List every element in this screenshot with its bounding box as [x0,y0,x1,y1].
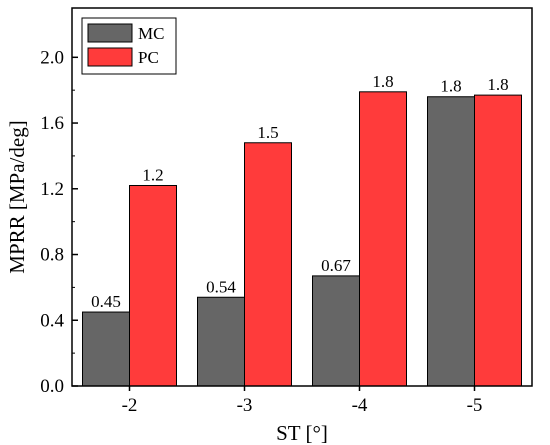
legend-label-mc: MC [138,24,164,43]
legend-swatch-pc [87,47,133,67]
y-axis-title: MPRR [MPa/deg] [5,120,29,273]
data-label-pc-0: 1.2 [142,165,163,184]
data-label-mc-3: 1.8 [440,77,461,96]
bar-mc-0 [82,311,130,387]
x-tick-label-1: -3 [237,395,253,416]
data-label-mc-2: 0.67 [321,256,351,275]
legend-swatch-mc [87,23,133,43]
bar-pc-3 [474,94,522,387]
data-label-pc-3: 1.8 [487,75,508,94]
legend: MC PC [81,17,177,75]
x-tick-label-2: -4 [352,395,368,416]
legend-label-pc: PC [138,48,159,67]
y-tick-label-4: 1.6 [40,113,64,134]
x-axis-title: ST [°] [276,421,328,445]
bars-layer [82,91,522,387]
data-label-mc-1: 0.54 [206,277,236,296]
bar-mc-3 [427,96,475,387]
bar-mc-1 [197,296,245,387]
plot-frame [71,7,533,387]
bar-pc-1 [244,142,292,387]
x-axis-ticks: -2 -3 -4 -5 [122,386,483,416]
y-tick-label-1: 0.4 [40,310,64,331]
y-tick-label-5: 2.0 [40,47,64,68]
bar-mc-2 [312,275,360,387]
y-tick-label-2: 0.8 [40,245,64,266]
data-label-pc-1: 1.5 [257,123,278,142]
y-tick-label-0: 0.0 [40,376,64,397]
x-tick-label-3: -5 [467,395,483,416]
bar-pc-0 [129,184,177,387]
data-labels-layer: 0.45 1.2 0.54 1.5 0.67 1.8 1.8 1.8 [91,72,509,311]
y-axis-ticks: 0.0 0.4 0.8 1.2 1.6 2.0 [40,47,78,397]
x-tick-label-0: -2 [122,395,138,416]
y-tick-label-3: 1.2 [40,179,64,200]
data-label-mc-0: 0.45 [91,292,121,311]
data-label-pc-2: 1.8 [372,72,393,91]
bar-pc-2 [359,91,407,387]
